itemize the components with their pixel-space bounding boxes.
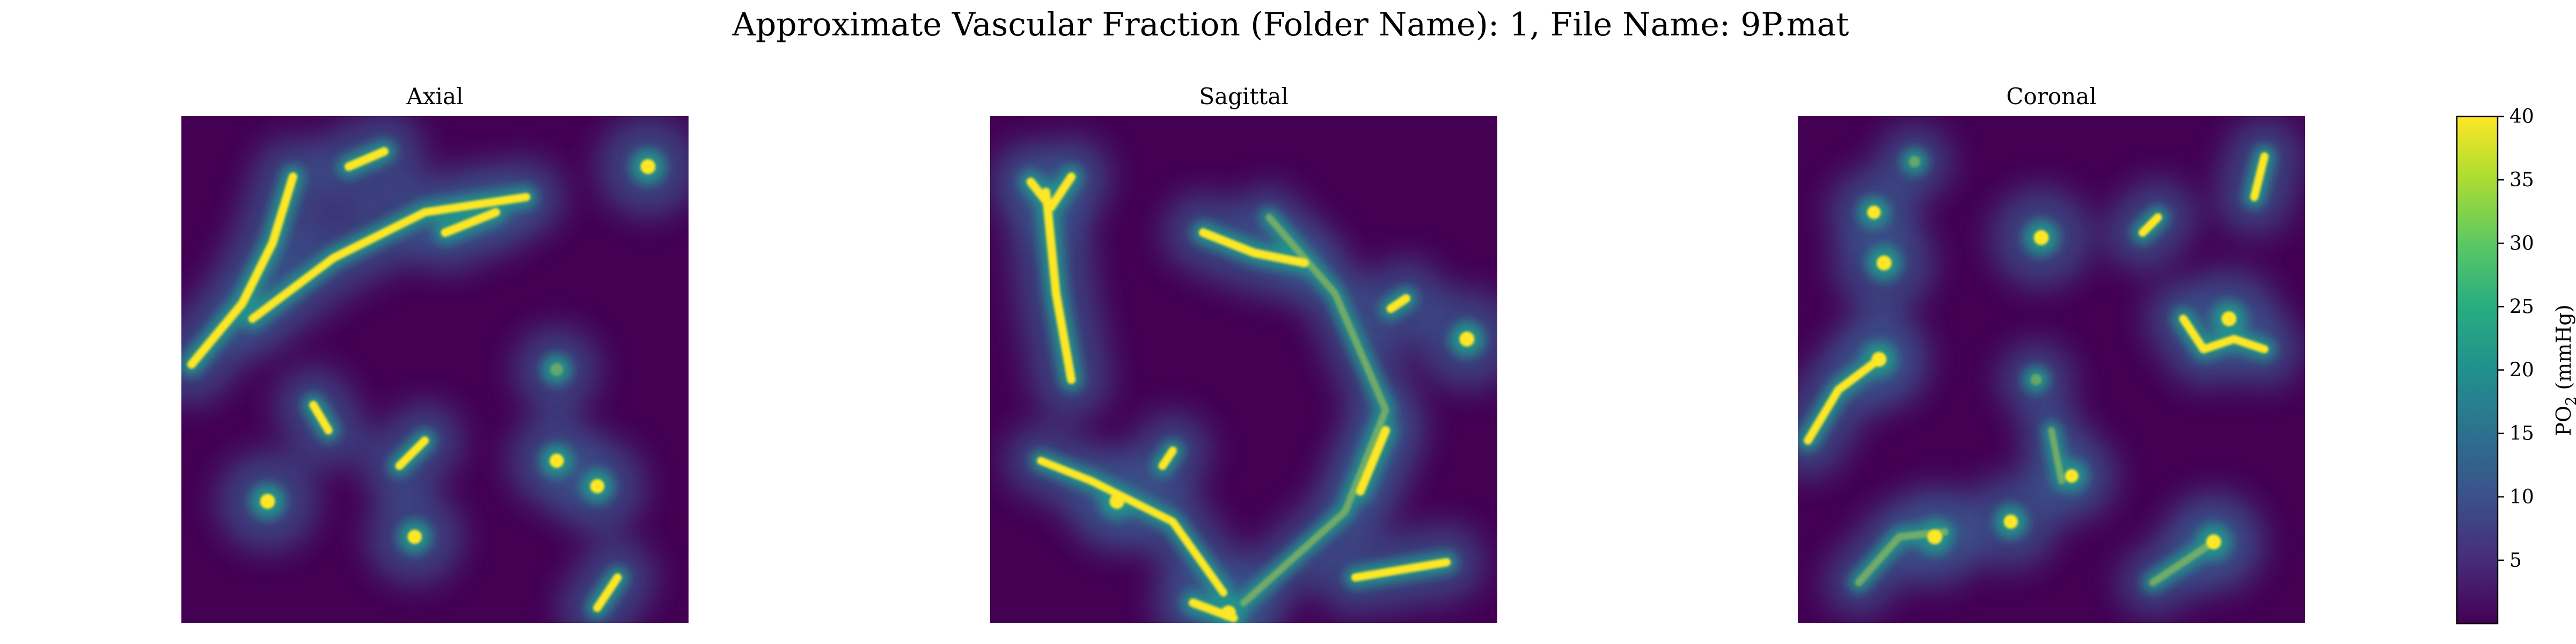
axial-panel-title: Axial (406, 83, 464, 109)
sagittal-vessel-core-1 (1026, 172, 1076, 212)
coronal-vessel-core-2 (2179, 314, 2269, 354)
axial-spot-core-4 (550, 453, 564, 468)
coronal-core-layer (1804, 152, 2269, 587)
colorbar-tick-label: 40 (2509, 106, 2534, 128)
axial-panel: Axial (181, 83, 689, 623)
coronal-spot-core-5 (1927, 529, 1943, 545)
axial-vessel-core-3 (441, 208, 500, 237)
coronal-spot-core-2 (1867, 206, 1881, 219)
coronal-panel: Coronal (1798, 83, 2305, 623)
colorbar-tick-label: 5 (2509, 550, 2522, 572)
axial-vessel-core-0 (187, 172, 297, 369)
coronal-spot-core-9 (2030, 374, 2042, 385)
sagittal-spot-core-0 (1109, 494, 1125, 509)
axial-vessel-core-6 (593, 573, 622, 612)
coronal-panel-title: Coronal (2006, 83, 2096, 109)
axial-vessel-core-2 (344, 147, 389, 171)
colorbar-tick-label: 30 (2509, 232, 2534, 254)
axial-spot-core-0 (640, 159, 656, 174)
sagittal-vessel-core-8 (1351, 558, 1451, 582)
colorbar-tick-label: 15 (2509, 423, 2534, 445)
coronal-spot-core-10 (1908, 156, 1920, 167)
sagittal-core-layer (1026, 172, 1475, 623)
colorbar-label: PO2 (mmHg) (2552, 304, 2576, 436)
sagittal-panel-title: Sagittal (1199, 83, 1288, 109)
coronal-vessel-core-4 (2250, 152, 2269, 201)
coronal-spot-core-6 (2003, 514, 2018, 529)
sagittal-vessel-core-3 (1240, 214, 1389, 606)
axial-heatmap (181, 116, 689, 623)
coronal-vessel-core-6 (2048, 427, 2065, 485)
coronal-vessel-core-0 (1804, 355, 1883, 445)
colorbar-tick-label: 35 (2509, 169, 2534, 191)
colorbar-tick-label: 10 (2509, 486, 2534, 508)
coronal-vessel-core-3 (2149, 538, 2218, 587)
axial-spot-core-2 (260, 494, 275, 509)
axial-spot-core-3 (407, 530, 422, 544)
colorbar-ticks: 5 10 15 20 25 30 35 40 (2498, 106, 2534, 572)
sagittal-vessel-core-5 (1386, 294, 1410, 313)
sagittal-vessel-core-9 (1158, 447, 1177, 470)
sagittal-panel: Sagittal (990, 83, 1497, 623)
axial-vessel-core-1 (248, 193, 531, 323)
colorbar-tick-label: 25 (2509, 296, 2534, 318)
coronal-spot-core-1 (1876, 255, 1892, 270)
axial-vessel-core-4 (309, 400, 333, 435)
coronal-spot-core-8 (2065, 469, 2079, 483)
panels-group: Axial Sagittal Coronal (181, 83, 2305, 623)
axial-spot-core-5 (590, 479, 605, 494)
colorbar: 5 10 15 20 25 30 35 40 PO2 (mmHg) (2456, 106, 2576, 625)
coronal-heatmap (1798, 116, 2305, 623)
coronal-spot-core-7 (2206, 534, 2221, 550)
colorbar-gradient (2456, 115, 2499, 625)
axial-spot-core-1 (550, 363, 564, 376)
figure-title: Approximate Vascular Fraction (Folder Na… (732, 6, 1849, 43)
coronal-spot-core-3 (2033, 230, 2049, 245)
coronal-spot-core-4 (2221, 311, 2237, 326)
coronal-vessel-core-5 (2138, 213, 2162, 237)
sagittal-vessel-core-0 (1042, 187, 1076, 384)
sagittal-vessel-core-4 (1356, 426, 1391, 496)
axial-vessel-core-5 (395, 436, 429, 470)
colorbar-tick-label: 20 (2509, 360, 2534, 382)
sagittal-spot-core-1 (1459, 331, 1475, 347)
sagittal-vessel-core-6 (1037, 457, 1227, 597)
sagittal-spot-core-2 (1221, 605, 1236, 621)
sagittal-vessel-core-2 (1198, 228, 1309, 267)
coronal-spot-core-0 (1871, 352, 1887, 367)
sagittal-heatmap (990, 116, 1497, 623)
axial-core-layer (187, 147, 656, 612)
